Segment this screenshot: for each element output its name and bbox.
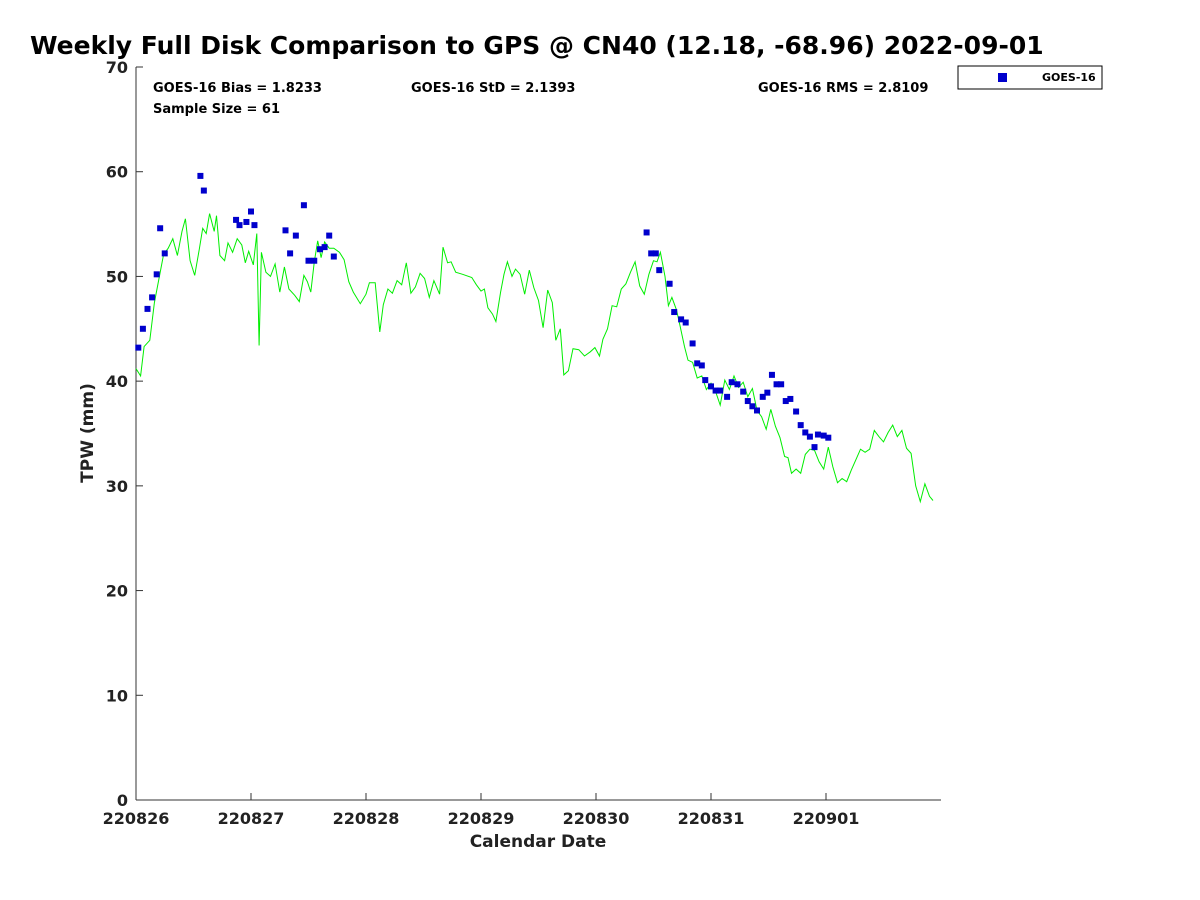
goes16-point [153,271,160,278]
bias-stat: GOES-16 Bias = 1.8233 [153,81,322,96]
goes16-point [233,216,240,223]
goes16-point [326,232,333,239]
goes16-point [656,267,663,274]
goes16-point [292,232,299,239]
goes16-point [782,398,789,405]
goes16-point [200,187,207,194]
goes16-point [330,253,337,260]
y-tick-label: 0 [117,791,128,810]
rms-stat: GOES-16 RMS = 2.8109 [758,81,928,96]
goes16-point [728,379,735,386]
goes16-point [749,403,756,410]
goes16-point [643,229,650,236]
goes16-point [768,371,775,378]
goes16-point [648,250,655,257]
goes16-point [161,250,168,257]
goes16-point [682,319,689,326]
goes16-point [694,360,701,367]
legend: GOES-16 [957,65,1103,90]
goes16-point [282,227,289,234]
goes16-point [814,431,821,438]
y-tick-label: 10 [106,686,128,705]
goes16-point [300,202,307,209]
goes16-point [740,388,747,395]
goes16-point [248,208,254,215]
goes16-point [317,246,323,253]
goes16-point [744,398,751,405]
goes16-point [820,432,827,439]
y-tick-label: 20 [106,582,128,601]
goes16-point [724,393,731,400]
y-axis-ticks: 0 10 20 30 40 50 60 70 [106,58,143,810]
goes16-point [712,387,719,394]
goes16-point [811,444,818,451]
goes16-point [311,257,318,264]
goes16-point [708,383,714,390]
x-tick-label: 220829 [448,809,515,828]
x-axis-ticks: 220826 220827 220828 220829 220830 220831 2209… [103,793,860,828]
gps-series-line [135,213,934,504]
y-tick-label: 60 [106,163,128,182]
x-tick-label: 220830 [563,809,630,828]
goes16-point [734,381,741,388]
goes16-point [321,244,328,251]
legend-goes16-marker [998,73,1007,82]
x-tick-label: 220826 [103,809,170,828]
sample-size-stat: Sample Size = 61 [153,102,280,117]
x-tick-label: 220901 [793,809,860,828]
goes16-point [702,377,709,384]
goes16-point [671,309,678,316]
goes16-point [689,340,696,347]
goes16-point [243,218,250,225]
y-tick-label: 70 [106,58,128,77]
goes16-point [197,172,204,179]
goes16-point [251,222,258,229]
goes16-point [787,395,794,402]
goes16-point [806,433,813,440]
x-axis-label: Calendar Date [470,832,607,852]
x-tick-label: 220831 [678,809,745,828]
chart-title: Weekly Full Disk Comparison to GPS @ CN4… [30,31,1044,60]
goes16-point [754,407,760,414]
goes16-point [305,257,312,264]
plot-frame [135,67,941,801]
goes16-point [759,393,766,400]
y-tick-label: 40 [106,372,128,391]
goes16-series-markers [135,172,832,451]
goes16-point [236,222,243,229]
goes16-point [135,344,142,351]
goes16-point [793,408,800,415]
y-tick-label: 50 [106,267,128,286]
goes16-point [666,280,673,287]
x-tick-label: 220827 [218,809,285,828]
goes16-point [144,305,151,312]
std-stat: GOES-16 StD = 2.1393 [411,81,575,96]
goes16-point [717,387,724,394]
goes16-point [825,434,832,441]
goes16-point [802,429,809,436]
goes16-point [287,250,294,257]
goes16-point [698,362,705,369]
goes16-point [652,250,659,257]
goes16-point [773,381,780,388]
goes16-point [678,316,685,323]
legend-goes16-label: GOES-16 [1042,71,1096,84]
goes16-point [764,389,771,396]
y-axis-label: TPW (mm) [78,383,98,483]
goes16-point [157,225,164,232]
x-tick-label: 220828 [333,809,400,828]
y-tick-label: 30 [106,477,128,496]
goes16-point [778,381,785,388]
legend-box [957,65,1103,90]
goes16-point [149,294,156,301]
goes16-point [139,325,146,332]
goes16-point [797,422,804,429]
